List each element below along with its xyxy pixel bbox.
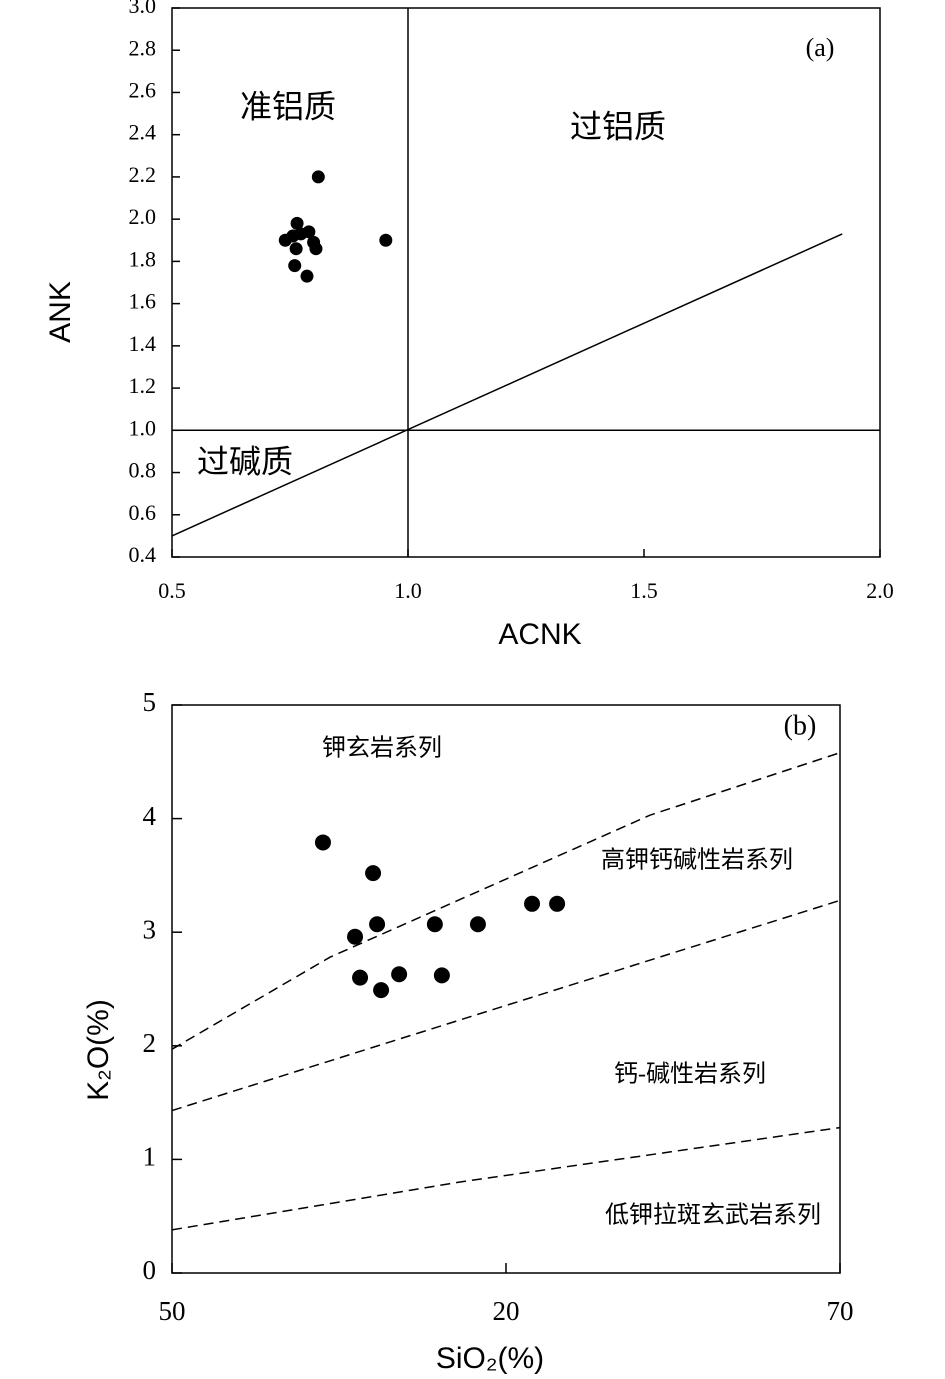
sample-point [294,227,308,241]
sample-point [352,969,369,986]
sample-point [289,242,303,256]
plot-frame [171,704,841,1274]
region-label: 高钾钙碱性岩系列 [601,847,793,874]
region-label: 过铝质 [570,108,666,144]
boundary-line [171,899,841,1112]
plot-frame [171,7,881,558]
sample-point [347,928,364,945]
y-tick-label: 1.6 [129,289,157,314]
region-label: 钾玄岩系列 [322,735,442,762]
y-tick-label: 3 [143,914,157,944]
y-tick-label: 4 [143,801,157,831]
sample-point [391,966,408,983]
sample-point [469,916,486,933]
y-tick-label: 3.0 [129,0,157,18]
boundary-line [171,751,841,1050]
sample-point [300,269,314,283]
y-tick-label: 1.2 [129,373,157,398]
boundary-line [171,233,843,537]
x-tick-label: 50 [159,1296,186,1326]
x-axis-title: ACNK [498,618,581,651]
region-label: 过碱质 [197,443,293,479]
y-tick-label: 2 [143,1028,157,1058]
x-axis-title: SiO₂(%) [436,1342,544,1375]
sample-point [288,259,302,273]
y-tick-label: 1 [143,1142,157,1172]
sample-point [314,834,331,851]
sample-point [290,216,304,230]
y-tick-label: 0.4 [129,542,157,567]
y-tick-label: 0.8 [129,458,157,483]
x-tick-label: 0.5 [158,578,186,603]
sample-point [309,242,323,256]
x-tick-label: 2.0 [866,578,894,603]
y-tick-label: 0 [143,1255,157,1285]
y-tick-label: 2.6 [129,78,157,103]
y-tick-label: 5 [143,687,157,717]
y-tick-label: 2.4 [129,120,157,145]
y-axis-title: ANK [44,281,77,343]
y-tick-label: 1.4 [129,331,157,356]
region-label: 低钾拉斑玄武岩系列 [605,1202,821,1229]
y-tick-label: 1.0 [129,415,157,440]
sample-point [379,233,393,247]
sample-point [433,967,450,984]
sample-point [426,916,443,933]
sample-point [369,916,386,933]
region-label: (a) [806,33,835,62]
region-label: 钙-碱性岩系列 [614,1061,766,1088]
y-tick-label: 2.0 [129,204,157,229]
sample-point [549,895,566,912]
x-tick-label: 1.5 [630,578,658,603]
y-tick-label: 0.6 [129,500,157,525]
sample-point [524,895,541,912]
y-tick-label: 1.8 [129,246,157,271]
sample-point [365,865,382,882]
sample-point [373,982,390,999]
y-tick-label: 2.2 [129,162,157,187]
x-tick-label: 20 [493,1296,520,1326]
sample-point [311,170,325,184]
boundary-line [171,1126,841,1231]
x-tick-label: 1.0 [394,578,422,603]
region-label: 准铝质 [240,88,336,124]
y-tick-label: 2.8 [129,35,157,60]
x-tick-label: 70 [827,1296,854,1326]
region-label: (b) [784,710,817,741]
y-axis-title: K₂O(%) [82,999,115,1101]
